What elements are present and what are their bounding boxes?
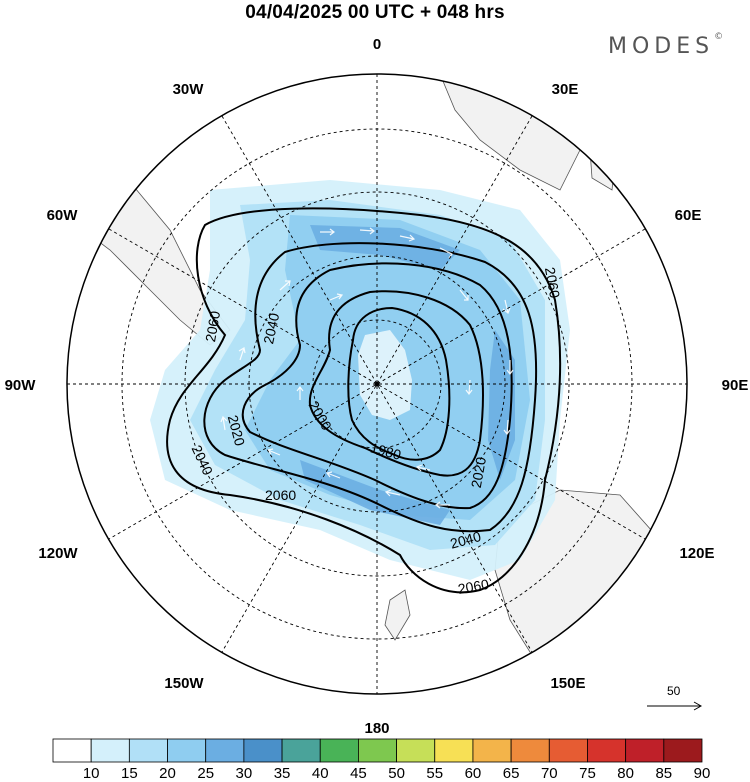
- contour-label: 2020: [225, 413, 249, 447]
- colorbar-swatch: [510, 738, 550, 763]
- colorbar-tick-label: 35: [273, 765, 291, 782]
- colorbar-tick-label: 90: [693, 765, 711, 782]
- contour-label: 2060: [542, 266, 563, 300]
- colorbar-tick-label: 85: [655, 765, 673, 782]
- colorbar-tick-label: 65: [502, 765, 520, 782]
- colorbar-tick-label: 25: [197, 765, 215, 782]
- colorbar-tick-label: 55: [426, 765, 444, 782]
- colorbar-swatch: [128, 738, 168, 763]
- wind-vectors: [220, 227, 514, 509]
- land-africa: [439, 74, 581, 191]
- lon-label-180: 180: [364, 720, 389, 737]
- colorbar-swatch: [243, 738, 283, 763]
- lon-label-30e: 30E: [552, 81, 579, 98]
- colorbar-tick-label: 70: [540, 765, 558, 782]
- colorbar-swatch: [319, 738, 359, 763]
- contour-labels: 2060 2060 2060 2040 2040 2040 2020 2020 …: [189, 266, 564, 597]
- colorbar-tick-label: 10: [82, 765, 100, 782]
- colorbar-swatch: [205, 738, 245, 763]
- contour-label: 2060: [265, 487, 296, 503]
- wind-band-30-east: [488, 330, 515, 480]
- colorbar-swatch: [472, 738, 512, 763]
- contour-1980: [347, 306, 451, 461]
- colorbar-tick-label: 40: [311, 765, 329, 782]
- contour-2060-a: [166, 207, 562, 594]
- colorbar: [52, 738, 703, 763]
- colorbar-swatch: [90, 738, 130, 763]
- wind-core-low: [358, 330, 412, 420]
- reference-vector-label: 50: [667, 684, 681, 698]
- meridian-60w-120e: [108, 228, 646, 540]
- graticule: [67, 74, 687, 694]
- lon-label-150w: 150W: [164, 675, 204, 692]
- longitude-labels: 0 30E 60E 90E 120E 150E 180 150W 120W 90…: [5, 36, 749, 737]
- land-madagascar: [589, 149, 616, 191]
- colorbar-swatch: [358, 738, 397, 763]
- lon-label-60w: 60W: [47, 207, 79, 224]
- map-boundary: [66, 73, 688, 695]
- wind-shading: [150, 180, 570, 580]
- lon-label-60e: 60E: [675, 207, 702, 224]
- lon-label-0: 0: [373, 36, 381, 53]
- contour-2020: [241, 262, 513, 510]
- colorbar-tick-label: 15: [121, 765, 138, 782]
- colorbar-tick-label: 60: [464, 765, 482, 782]
- colorbar-tick-label: 75: [579, 765, 596, 782]
- contour-label: 1980: [369, 439, 403, 463]
- lon-label-120w: 120W: [38, 545, 78, 562]
- map-title: 04/04/2025 00 UTC + 048 hrs: [245, 2, 505, 23]
- colorbar-swatch: [167, 738, 207, 763]
- wind-band-30-north: [310, 225, 460, 270]
- colorbar-swatch: [396, 738, 436, 763]
- colorbar-swatch: [663, 738, 703, 763]
- lon-label-120e: 120E: [679, 545, 714, 562]
- meridian-30e-150w: [221, 115, 533, 653]
- contour-2000: [308, 290, 484, 477]
- lon-label-30w: 30W: [173, 81, 205, 98]
- colorbar-swatch: [52, 738, 92, 763]
- colorbar-swatch: [625, 738, 665, 763]
- meridian-30w-150e: [221, 115, 533, 653]
- land-new-zealand: [384, 589, 411, 641]
- colorbar-swatch: [434, 738, 474, 763]
- copyright-mark: ©: [714, 32, 724, 42]
- contour-label: 2040: [260, 311, 282, 345]
- colorbar-tick-label: 45: [350, 765, 367, 782]
- height-contours: [166, 207, 562, 594]
- reference-vector: [647, 701, 703, 711]
- contour-label: 2060: [202, 310, 223, 344]
- wind-band-30-south: [300, 460, 450, 525]
- colorbar-tick-label: 80: [617, 765, 634, 782]
- lat-circle-3: [184, 191, 570, 577]
- lon-label-90e: 90E: [722, 377, 749, 394]
- colorbar-swatch: [281, 738, 321, 763]
- contour-label: 2040: [448, 528, 482, 552]
- meridian-60e-120w: [108, 228, 646, 540]
- map-disk: [67, 74, 687, 694]
- lon-label-150e: 150E: [550, 675, 585, 692]
- brand-name: MODES: [608, 34, 715, 59]
- pole-marker: [374, 381, 380, 387]
- colorbar-swatch: [548, 738, 588, 763]
- lon-label-90w: 90W: [5, 377, 37, 394]
- colorbar-tick-label: 50: [388, 765, 405, 782]
- contour-2040: [203, 242, 538, 533]
- brand-logo: MODES©: [608, 32, 724, 59]
- colorbar-tick-label: 30: [235, 765, 253, 782]
- colorbar-tick-label: 20: [159, 765, 176, 782]
- colorbar-swatch: [587, 738, 627, 763]
- contour-label: 2060: [457, 576, 491, 597]
- contour-label: 2020: [468, 456, 489, 490]
